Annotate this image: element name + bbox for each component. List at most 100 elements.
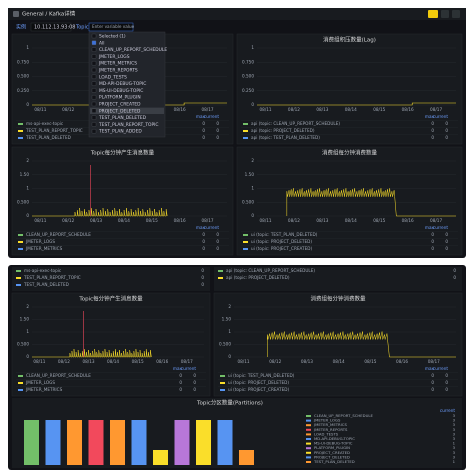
legend-name[interactable]: LOAD_TESTS	[314, 431, 339, 436]
y-tick-label: 0	[26, 354, 29, 359]
checkbox[interactable]	[91, 108, 97, 113]
legend-name[interactable]: ui (topic: PROJECT_DELETED)	[251, 239, 312, 244]
dropdown-option[interactable]: JMETER_METRICS	[98, 61, 137, 67]
checkbox[interactable]	[91, 47, 97, 52]
x-tick-label: 08/14	[345, 107, 357, 112]
legend-value: 0	[202, 128, 205, 133]
x-tick-label: 08/17	[430, 107, 442, 112]
add-panel-button[interactable]	[428, 10, 438, 18]
x-tick-label: 08/17	[201, 107, 213, 112]
y-tick-label: 1.50	[222, 317, 232, 322]
legend-name[interactable]: JMETER_METRICS	[313, 422, 347, 427]
legend-name[interactable]: JMETER_LOGS	[313, 418, 341, 423]
legend-name[interactable]: CLEAN_UP_REPORT_SCHEDULE	[26, 232, 91, 237]
legend-header: current	[433, 225, 448, 230]
legend-name[interactable]: ui (topic: TEST_PLAN_DELETED)	[228, 373, 295, 378]
legend-name[interactable]: ms-api-exec-topic	[26, 121, 64, 126]
legend-header: current	[433, 114, 448, 119]
legend-name[interactable]: JMETER_METRICS	[25, 387, 63, 392]
x-tick-label: 08/12	[288, 107, 300, 112]
legend-swatch	[306, 456, 311, 459]
topic-input[interactable]	[88, 22, 134, 32]
legend-name[interactable]: PLATFORM_PLUGIN	[314, 445, 350, 450]
dropdown-option[interactable]: CLEAN_UP_REPORT_SCHEDULE	[99, 47, 167, 53]
y-tick-label: 0.500	[17, 342, 29, 347]
legend-name[interactable]: api (topic: CLEAN_UP_REPORT_SCHEDULE)	[226, 268, 315, 273]
x-tick-label: 08/11	[259, 218, 271, 223]
checkbox[interactable]	[91, 115, 97, 120]
dropdown-option[interactable]: TEST_PLAN_DELETED	[98, 115, 147, 121]
dropdown-option[interactable]: PROJECT_DELETED	[99, 108, 141, 114]
y-tick-label: 0.500	[242, 199, 254, 204]
legend-header: max	[196, 225, 206, 230]
legend-value: 0	[431, 387, 434, 392]
legend-value: 0	[216, 246, 219, 251]
legend-header: max	[173, 366, 183, 371]
checkbox[interactable]	[91, 67, 97, 73]
breadcrumb[interactable]: General / Kafka详情	[22, 10, 76, 18]
legend-name[interactable]: MD-API-DEBUG-TOPIC	[314, 436, 355, 441]
instance-select[interactable]	[30, 22, 72, 32]
legend-name[interactable]: ui (topic: PROJECT_DELETED)	[228, 380, 289, 385]
dropdown-option[interactable]: JMETER_LOGS	[98, 54, 130, 60]
checkbox[interactable]	[91, 54, 97, 59]
legend-name[interactable]: PROJECT_CREATED	[314, 450, 350, 455]
checkbox[interactable]	[91, 81, 97, 86]
legend-name[interactable]: ui (topic: TEST_PLAN_DELETED)	[251, 232, 318, 237]
legend-name[interactable]: JMETER_LOGS	[25, 239, 55, 244]
dropdown-option[interactable]: All	[99, 40, 104, 46]
legend-name[interactable]: ms-api-exec-topic	[24, 268, 62, 273]
y-tick-label: 0.250	[17, 88, 29, 93]
legend-name[interactable]: TEST_PLAN_REPORT_TOPIC	[25, 128, 83, 133]
x-tick-label: 08/17	[181, 359, 193, 364]
dropdown-option[interactable]: PROJECT_CREATED	[99, 102, 141, 108]
checkbox[interactable]	[91, 61, 97, 66]
legend-name[interactable]: CLEAN_UP_REPORT_SCHEDULE	[314, 413, 373, 418]
bar	[239, 450, 254, 465]
highlight-row	[90, 107, 164, 114]
legend-name[interactable]: TEST_PLAN_REPORT_TOPIC	[23, 275, 81, 280]
legend-name[interactable]: TEST_PLAN_DELETED	[313, 459, 355, 464]
grid-icon[interactable]	[13, 11, 19, 17]
dropdown-option[interactable]: TEST_PLAN_ADDED	[98, 129, 142, 135]
legend-name[interactable]: MS-UI-DEBUG-TOPIC	[314, 441, 353, 446]
topic-label: Topic	[75, 25, 89, 31]
dropdown-option[interactable]: PLATFORM_PLUGIN	[99, 95, 141, 101]
legend-name[interactable]: ui (topic: PROJECT_CREATED)	[251, 246, 312, 251]
checkbox[interactable]	[91, 74, 97, 79]
legend-name[interactable]: api (topic: TEST_PLAN_DELETED)	[251, 135, 320, 140]
dropdown-option[interactable]: JMETER_REPORTS	[98, 68, 138, 74]
legend-name[interactable]: api (topic: PROJECT_DELETED)	[226, 275, 290, 280]
checkbox[interactable]	[91, 33, 97, 39]
checkbox[interactable]	[91, 95, 97, 100]
checkbox[interactable]	[91, 40, 97, 45]
legend-name[interactable]: JMETER_LOGS	[25, 380, 55, 385]
dropdown-option[interactable]: MD-API-DEBUG-TOPIC	[99, 81, 146, 87]
legend-name[interactable]: CLEAN_UP_REPORT_SCHEDULE	[26, 373, 91, 378]
view-button[interactable]	[452, 10, 460, 18]
checkbox[interactable]	[91, 88, 97, 93]
dropdown-option[interactable]: MS-UI-DEBUG-TOPIC	[99, 88, 143, 94]
legend-name[interactable]: ui (topic: PROJECT_CREATED)	[228, 387, 289, 392]
legend-name[interactable]: TEST_PLAN_DELETED	[23, 282, 69, 287]
legend-header: current	[181, 366, 196, 371]
legend-name[interactable]: JMETER_REPORTS	[313, 427, 348, 432]
legend-name[interactable]: TEST_PLAN_DELETED	[25, 135, 71, 140]
y-tick-label: 1.50	[20, 172, 30, 177]
legend-name[interactable]: api (topic: CLEAN_UP_REPORT_SCHEDULE)	[251, 121, 340, 126]
legend-name[interactable]: JMETER_METRICS	[25, 246, 63, 251]
dropdown-option[interactable]: LOAD_TESTS	[99, 74, 127, 80]
legend-name[interactable]: api (topic: PROJECT_DELETED)	[251, 128, 315, 133]
legend-value: 0	[201, 268, 204, 273]
y-tick-label: 1	[251, 45, 254, 50]
settings-button[interactable]	[441, 10, 449, 18]
checkbox[interactable]	[91, 129, 97, 134]
legend-name[interactable]: PROJECT_DELETED	[314, 454, 350, 459]
dropdown-option[interactable]: TEST_PLAN_REPORT_TOPIC	[98, 122, 158, 128]
legend-header: current	[433, 366, 448, 371]
checkbox[interactable]	[91, 122, 97, 127]
checkbox[interactable]	[91, 101, 97, 107]
dropdown-option[interactable]: Selected (1)	[99, 34, 126, 40]
legend-value: 0	[193, 387, 196, 392]
dropdown-panel	[88, 31, 166, 138]
